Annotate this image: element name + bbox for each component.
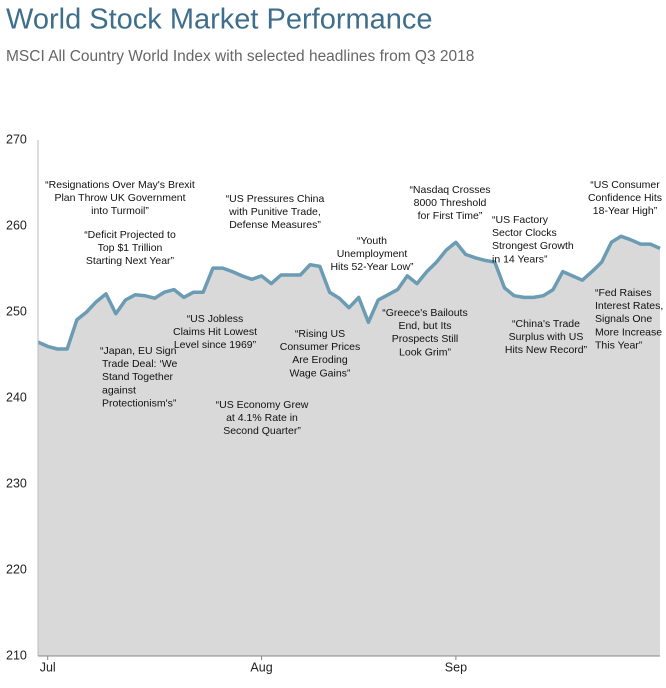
annotation: “China's Trade	[512, 318, 580, 330]
annotation: at 4.1% Rate in	[226, 412, 298, 424]
annotation: “US Factory	[492, 214, 549, 226]
annotation: “US Pressures China	[226, 193, 325, 205]
area	[38, 236, 660, 657]
chart-title: World Stock Market Performance	[6, 4, 433, 36]
annotation: “Rising US	[295, 328, 345, 340]
annotation: Surplus with US	[509, 331, 584, 343]
y-tick-label: 260	[6, 218, 27, 232]
annotation: Hits New Record”	[505, 344, 588, 356]
y-tick-label: 240	[6, 390, 27, 404]
y-tick-label: 250	[6, 304, 27, 318]
annotation: “Japan, EU Sign	[100, 345, 177, 357]
annotation: into Turmoil”	[91, 205, 149, 217]
annotation: Are Eroding	[292, 354, 348, 366]
annotation: 18-Year High”	[593, 205, 658, 217]
annotation: “US Consumer	[590, 179, 660, 191]
annotation: “Deficit Projected to	[84, 229, 176, 241]
annotation: Signals One	[595, 313, 652, 325]
annotation: “Nasdaq Crosses	[409, 184, 490, 196]
annotation: Second Quarter”	[223, 425, 301, 437]
annotation: Interest Rates,	[595, 300, 663, 312]
annotation: “Youth	[357, 235, 387, 247]
annotation: with Punitive Trade,	[228, 206, 321, 218]
annotation: Claims Hit Lowest	[173, 326, 257, 338]
y-tick-label: 230	[6, 476, 27, 490]
annotation: Hits 52-Year Low”	[330, 261, 414, 273]
annotation: “US Jobless	[187, 313, 244, 325]
annotation: Wage Gains”	[290, 367, 351, 379]
annotation: Level since 1969”	[174, 339, 257, 351]
annotation: More Increase	[595, 326, 662, 338]
y-tick-label: 270	[6, 132, 27, 146]
annotation: Prospects Still	[392, 333, 459, 345]
annotation: Starting Next Year”	[86, 255, 175, 267]
annotation: “US Economy Grew	[216, 399, 309, 411]
annotation: Look Grim”	[399, 346, 451, 358]
y-tick-label: 220	[6, 562, 27, 576]
annotation: Stand Together	[102, 371, 174, 383]
annotation: Unemployment	[337, 248, 408, 260]
annotation: Trade Deal: ‘We	[102, 358, 177, 370]
x-tick-label: Jul	[40, 660, 56, 674]
annotation: “Greece's Bailouts	[382, 307, 467, 319]
annotation: Consumer Prices	[280, 341, 361, 353]
annotation: Defense Measures”	[229, 219, 321, 231]
annotation: Sector Clocks	[492, 227, 557, 239]
annotation: Top $1 Trillion	[98, 242, 163, 254]
annotation: Protectionism's”	[102, 398, 177, 410]
annotation: This Year”	[595, 340, 643, 352]
plot: 210 220 230 240 250 260 270 Jul Aug Sep “Resignati…	[6, 132, 663, 674]
annotation: Strongest Growth	[492, 240, 574, 252]
annotation: Confidence Hits	[588, 192, 662, 204]
x-tick-label: Aug	[250, 660, 272, 674]
annotation: in 14 Years”	[492, 253, 548, 265]
chart-subtitle: MSCI All Country World Index with select…	[6, 48, 474, 65]
annotation: End, but Its	[398, 320, 451, 332]
y-tick-label: 210	[6, 648, 27, 662]
line	[37, 234, 661, 351]
annotation: “Resignations Over May's Brexit	[45, 179, 195, 191]
annotation: 8000 Threshold	[414, 197, 487, 209]
annotation: Plan Throw UK Government	[54, 192, 185, 204]
x-tick-label: Sep	[445, 660, 467, 674]
annotation: for First Time”	[418, 210, 483, 222]
annotation: against	[102, 384, 136, 396]
annotation: “Fed Raises	[595, 287, 652, 299]
